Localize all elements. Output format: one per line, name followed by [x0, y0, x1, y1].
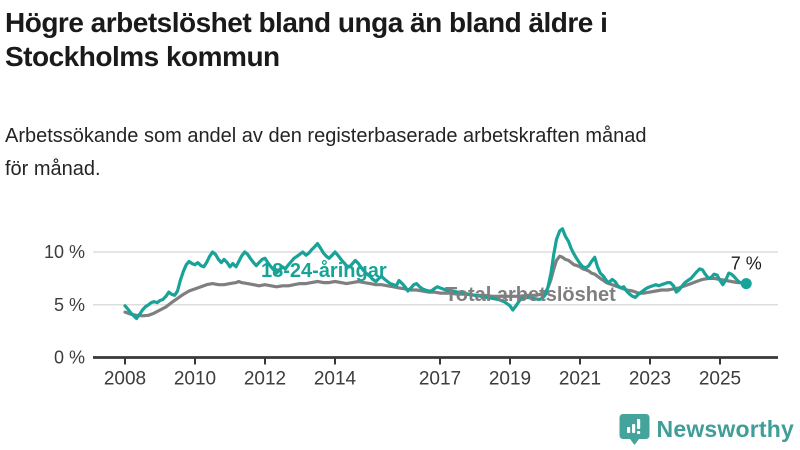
y-tick-label: 0 %	[54, 348, 85, 368]
chart-subtitle-line-1: Arbetssökande som andel av den registerb…	[5, 125, 647, 147]
x-tick-label: 2010	[174, 369, 216, 390]
x-tick-label: 2025	[699, 369, 741, 390]
y-tick-label: 5 %	[54, 295, 85, 315]
x-tick-label: 2008	[104, 369, 146, 390]
chart-title-line-2: Stockholms kommun	[5, 41, 280, 72]
end-value-label: 7 %	[731, 254, 762, 274]
x-tick-label: 2012	[244, 369, 286, 390]
series-label-total: Total arbetslöshet	[445, 284, 616, 306]
newsworthy-logo: Newsworthy	[619, 413, 794, 446]
chart-title-line-1: Högre arbetslöshet bland unga än bland ä…	[5, 7, 608, 38]
x-tick-label: 2021	[559, 369, 601, 390]
newsworthy-logo-icon	[619, 414, 650, 445]
series-line-youth	[123, 227, 748, 321]
chart-subtitle: Arbetssökande som andel av den registerb…	[5, 120, 795, 186]
newsworthy-logo-text: Newsworthy	[656, 416, 794, 442]
series-label-youth: 18-24-åringar	[261, 259, 387, 282]
chart-title: Högre arbetslöshet bland unga än bland ä…	[5, 6, 785, 74]
x-tick-label: 2017	[419, 369, 461, 390]
end-point-marker	[740, 278, 752, 290]
x-tick-label: 2023	[629, 369, 671, 390]
y-tick-label: 10 %	[44, 242, 85, 262]
x-tick-label: 2019	[489, 369, 531, 390]
chart-subtitle-line-2: för månad.	[5, 158, 101, 180]
x-tick-label: 2014	[314, 369, 357, 390]
